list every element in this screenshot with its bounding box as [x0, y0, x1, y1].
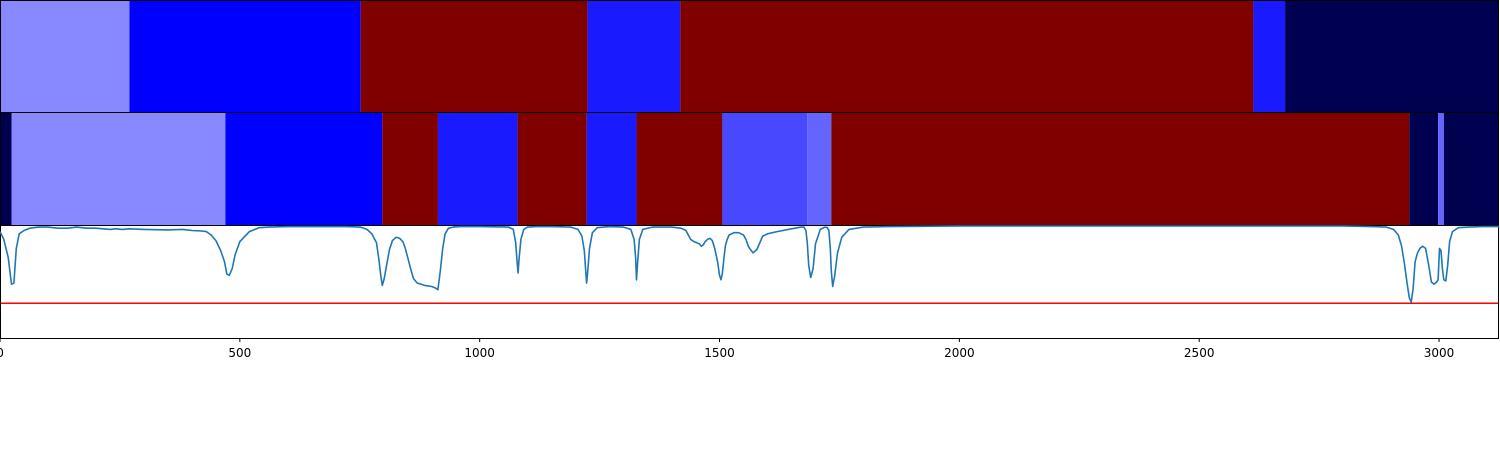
x-tick-label-500: 500 [228, 346, 251, 360]
middle-segment-3 [382, 113, 438, 225]
top-segment-3 [587, 1, 681, 112]
x-tick-label-2500: 2500 [1184, 346, 1215, 360]
middle-segment-4 [437, 113, 518, 225]
top-segment-2 [360, 1, 588, 112]
middle-segment-5 [517, 113, 587, 225]
middle-segment-8 [722, 113, 808, 225]
signal-series-line-0 [0, 225, 1499, 304]
middle-segment-12 [1438, 113, 1444, 225]
middle-segment-11 [1409, 113, 1439, 225]
top-segment-1 [129, 1, 361, 112]
middle-segment-1 [11, 113, 226, 225]
top-segment-panel [0, 0, 1499, 113]
middle-segment-7 [636, 113, 723, 225]
middle-segment-0 [0, 113, 12, 225]
middle-segment-6 [586, 113, 637, 225]
signal-panel [0, 225, 1499, 339]
middle-segment-2 [225, 113, 383, 225]
x-tick-label-1500: 1500 [704, 346, 735, 360]
x-tick-label-2000: 2000 [944, 346, 975, 360]
top-segment-6 [1285, 1, 1499, 112]
middle-segment-9 [807, 113, 832, 225]
top-segment-5 [1253, 1, 1286, 112]
middle-segment-10 [831, 113, 1410, 225]
x-axis: 0 500 1000 1500 2000 2500 3000 [0, 338, 1454, 360]
signal-panel-frame [0, 225, 1499, 339]
middle-segment-panel [0, 112, 1499, 226]
top-segment-4 [680, 1, 1254, 112]
x-tick-label-3000: 3000 [1424, 346, 1455, 360]
x-tick-label-1000: 1000 [464, 346, 495, 360]
x-tick-label-0: 0 [0, 346, 4, 360]
middle-segment-13 [1443, 113, 1499, 225]
top-segment-0 [0, 1, 130, 112]
